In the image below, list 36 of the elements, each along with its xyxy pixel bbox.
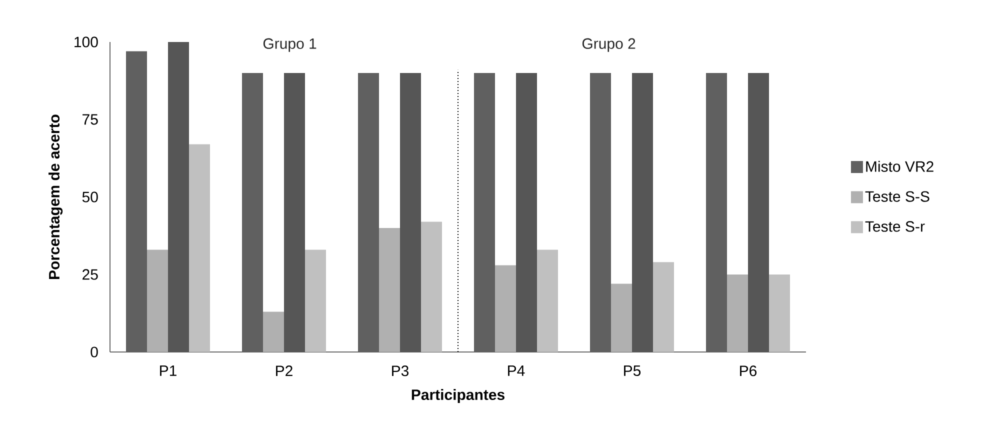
bar [537,250,558,352]
y-tick-label: 0 [90,346,98,358]
legend-label: Misto VR2 [866,160,934,172]
bar [769,274,790,352]
y-tick-label: 50 [82,192,98,202]
bar [516,73,538,352]
bar [263,312,284,352]
bar [147,250,168,352]
y-axis-title: Porcentagem de acerto [48,114,63,279]
bar [400,73,421,352]
bar [632,73,654,352]
x-tick-label: P1 [160,366,176,376]
legend-label: Teste S-r [865,221,925,232]
x-tick-label: P4 [508,366,525,376]
annotation: Grupo 2 [582,38,636,52]
bar [284,73,305,352]
legend-label: Teste S-S [865,191,930,202]
bar [727,274,748,352]
bar [305,250,326,352]
y-tick-label: 75 [82,114,98,125]
bar [748,73,769,352]
bar [189,144,210,352]
bar [495,265,516,352]
y-tick-label: 25 [82,269,98,280]
bar [168,42,189,352]
bar [653,262,674,352]
x-tick-label: P3 [392,366,409,376]
bar [379,228,400,352]
x-axis-title: Participantes [412,389,504,403]
x-tick-label: P6 [740,366,757,376]
bar [421,222,442,352]
annotation: Grupo 1 [263,38,316,52]
x-tick-label: P2 [276,366,292,376]
x-tick-label: P5 [624,366,641,376]
y-tick-label: 100 [74,36,98,48]
bar [611,284,632,352]
